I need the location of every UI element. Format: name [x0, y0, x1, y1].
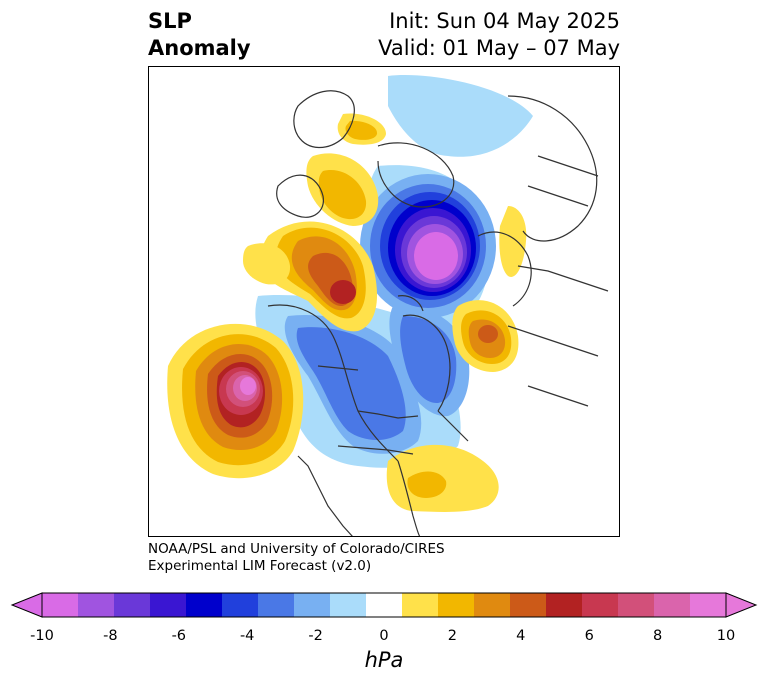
colorbar-unit-label: hPa	[364, 648, 404, 672]
colorbar-tick-label: -10	[30, 628, 54, 644]
colorbar-segment	[330, 593, 367, 617]
valid-range: Valid: 01 May – 07 May	[378, 36, 620, 60]
credit-line-2: Experimental LIM Forecast (v2.0)	[148, 558, 372, 574]
positive-anomaly-north-pacific	[167, 323, 304, 479]
positive-anomaly-norwegian-sea	[452, 206, 527, 372]
colorbar-segment	[294, 593, 331, 617]
title-line-1: SLP	[148, 9, 192, 33]
colorbar-segment	[222, 593, 259, 617]
colorbar-tick-label: 4	[516, 628, 526, 644]
anomaly-map	[148, 66, 620, 537]
colorbar-segment	[546, 593, 583, 617]
colorbar-segment	[474, 593, 511, 617]
colorbar-extend-max	[725, 592, 758, 618]
colorbar	[10, 592, 758, 618]
colorbar-segment	[42, 593, 79, 617]
credits: NOAA/PSL and University of Colorado/CIRE…	[148, 541, 445, 575]
colorbar-segment	[366, 593, 403, 617]
colorbar-segment	[402, 593, 439, 617]
colorbar-tick-label: 0	[379, 628, 389, 644]
negative-anomaly-arctic	[360, 174, 496, 318]
colorbar-extend-min	[10, 592, 43, 618]
colorbar-segment	[186, 593, 223, 617]
colorbar-tick-label: 8	[652, 628, 663, 644]
title-line-2: Anomaly	[148, 36, 251, 60]
colorbar-segment	[618, 593, 655, 617]
colorbar-segment	[78, 593, 115, 617]
colorbar-tick-label: 2	[447, 628, 457, 644]
init-date: Init: Sun 04 May 2025	[389, 9, 620, 33]
colorbar-segment	[438, 593, 475, 617]
negative-anomaly-canada	[284, 305, 470, 454]
colorbar-segment	[582, 593, 619, 617]
positive-anomaly-bering	[243, 113, 386, 332]
map-title: SLP Anomaly	[148, 8, 251, 62]
coastlines	[267, 90, 609, 537]
colorbar-segment	[114, 593, 151, 617]
colorbar-border	[41, 592, 727, 618]
colorbar-tick-label: -4	[239, 628, 255, 644]
colorbar-segment	[690, 593, 727, 617]
positive-anomaly-west-atlantic	[386, 444, 499, 512]
forecast-dates: Init: Sun 04 May 2025 Valid: 01 May – 07…	[378, 8, 620, 62]
colorbar-segment	[654, 593, 691, 617]
colorbar-tick-label: -2	[308, 628, 323, 644]
colorbar-segment	[510, 593, 547, 617]
colorbar-tick-label: 6	[584, 628, 594, 644]
credit-line-1: NOAA/PSL and University of Colorado/CIRE…	[148, 541, 445, 557]
colorbar-segment	[258, 593, 295, 617]
colorbar-tick-label: 10	[716, 628, 736, 644]
colorbar-tick-label: -6	[171, 628, 187, 644]
colorbar-segment	[150, 593, 187, 617]
colorbar-tick-label: -8	[103, 628, 118, 644]
